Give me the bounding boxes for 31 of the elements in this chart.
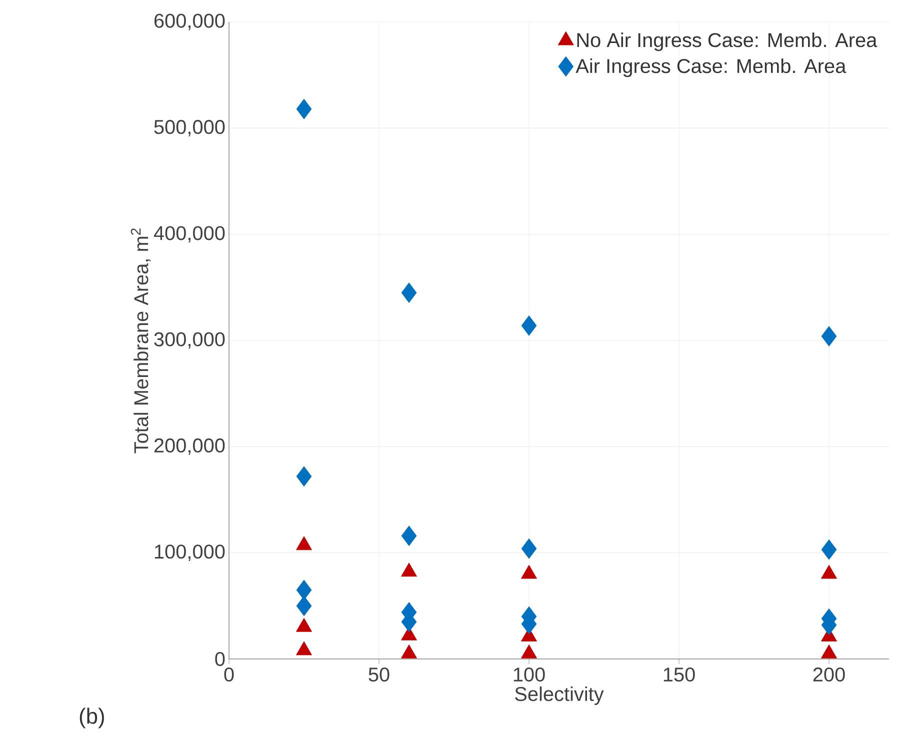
point	[296, 98, 312, 120]
y-tick-label: 100,000	[154, 544, 225, 562]
y-axis-title: Total Membrane Area, m$^{2}$	[130, 228, 151, 454]
point	[401, 282, 417, 303]
x-tick-label: 150	[664, 668, 695, 682]
x-axis-title: Selectivity	[515, 686, 604, 706]
y-tick-label: 600,000	[154, 14, 225, 30]
x-tick-label: 200	[813, 668, 845, 682]
point	[296, 536, 312, 550]
point	[521, 564, 538, 579]
point	[821, 564, 838, 579]
point	[521, 644, 538, 658]
y-tick-label: 200,000	[154, 438, 225, 455]
y-tick-label: 0	[215, 652, 225, 666]
x-tick-label: 100	[514, 668, 545, 682]
point	[296, 641, 312, 656]
y-tick-label: 500,000	[154, 120, 225, 136]
legend-label: Air Ingress Case: Memb. Area	[576, 58, 846, 78]
point	[521, 315, 537, 336]
point	[296, 618, 312, 632]
x-tick-label: 50	[368, 668, 390, 682]
point	[401, 644, 417, 658]
point	[296, 466, 312, 487]
point	[821, 326, 837, 346]
y-tick-label: 400,000	[154, 226, 225, 243]
point	[821, 644, 838, 658]
legend-label: No Air Ingress Case: Memb. Area	[577, 32, 878, 52]
point	[401, 562, 417, 577]
x-tick-label: 0	[224, 668, 234, 682]
y-tick-label: 300,000	[154, 332, 225, 349]
text: (b)	[80, 708, 104, 728]
